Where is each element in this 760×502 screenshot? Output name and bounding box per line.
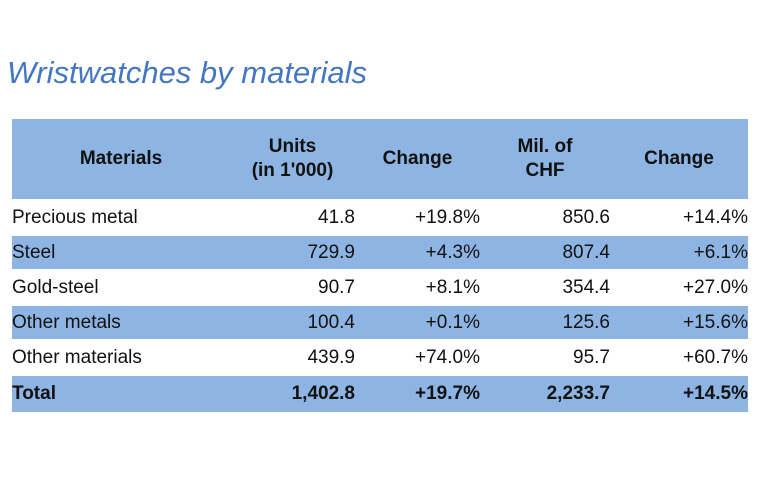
table-body: Precious metal 41.8 +19.8% 850.6 +14.4% …: [12, 201, 748, 412]
units-change-cell: +0.1%: [425, 311, 480, 333]
table-row-total: Total 1,402.8 +19.7% 2,233.7 +14.5%: [12, 376, 748, 412]
table-row-steel: Steel 729.9 +4.3% 807.4 +6.1%: [12, 236, 748, 269]
total-units-change-cell: +19.7%: [415, 383, 480, 404]
col-header-units-line2: (in 1'000): [251, 160, 334, 181]
total-chf-change-cell: +14.5%: [683, 383, 748, 404]
material-cell: Gold-steel: [12, 276, 99, 298]
total-units-cell: 1,402.8: [291, 383, 355, 404]
units-cell: 100.4: [307, 311, 355, 333]
col-header-chf-line2: CHF: [525, 160, 565, 181]
materials-table: Materials Units (in 1'000) Change Mil. o…: [12, 117, 748, 414]
table-row-gold-steel: Gold-steel 90.7 +8.1% 354.4 +27.0%: [12, 271, 748, 304]
material-cell: Steel: [12, 241, 56, 263]
chf-cell: 807.4: [562, 241, 610, 263]
page-title: Wristwatches by materials: [7, 55, 368, 90]
total-chf-cell: 2,233.7: [546, 383, 610, 404]
chf-cell: 95.7: [573, 346, 610, 368]
units-change-cell: +4.3%: [425, 241, 480, 263]
chf-cell: 125.6: [562, 311, 610, 333]
materials-table-container: Materials Units (in 1'000) Change Mil. o…: [12, 117, 748, 414]
units-change-cell: +74.0%: [415, 346, 480, 368]
units-cell: 729.9: [307, 241, 355, 263]
table-row-precious-metal: Precious metal 41.8 +19.8% 850.6 +14.4%: [12, 201, 748, 234]
chf-change-cell: +15.6%: [683, 311, 748, 333]
col-header-materials: Materials: [79, 148, 163, 170]
chf-cell: 354.4: [562, 276, 610, 298]
chf-change-cell: +27.0%: [683, 276, 748, 298]
units-change-cell: +19.8%: [415, 206, 480, 228]
table-row-other-metals: Other metals 100.4 +0.1% 125.6 +15.6%: [12, 306, 748, 339]
table-header: Materials Units (in 1'000) Change Mil. o…: [12, 119, 748, 199]
col-header-chf-line1: Mil. of: [517, 136, 573, 158]
table-row-other-materials: Other materials 439.9 +74.0% 95.7 +60.7%: [12, 341, 748, 374]
units-cell: 41.8: [318, 206, 355, 228]
units-change-cell: +8.1%: [425, 276, 480, 298]
chf-change-cell: +60.7%: [683, 346, 748, 368]
col-header-units-line1: Units: [268, 136, 317, 158]
material-cell: Other metals: [12, 311, 121, 333]
col-header-units: Units (in 1'000): [230, 119, 355, 199]
col-header-change-chf: Change: [644, 148, 714, 170]
chf-change-cell: +6.1%: [693, 241, 748, 263]
units-cell: 90.7: [318, 276, 355, 298]
material-cell: Other materials: [12, 346, 142, 368]
col-header-chf: Mil. of CHF: [480, 119, 610, 199]
col-header-change-units: Change: [382, 148, 453, 170]
total-label-cell: Total: [12, 383, 56, 404]
units-cell: 439.9: [307, 346, 355, 368]
material-cell: Precious metal: [12, 206, 138, 228]
chf-cell: 850.6: [562, 206, 610, 228]
header-row: Materials Units (in 1'000) Change Mil. o…: [12, 119, 748, 199]
chf-change-cell: +14.4%: [683, 206, 748, 228]
